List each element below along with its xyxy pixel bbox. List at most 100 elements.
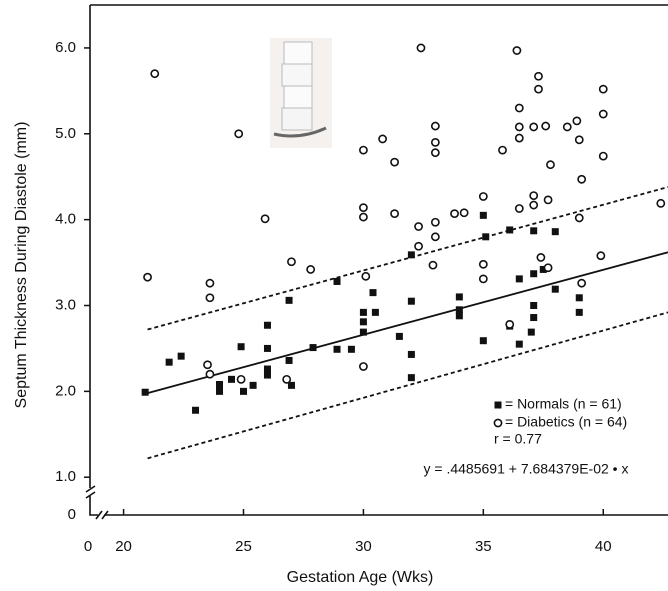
- point: [498, 145, 507, 155]
- point: [216, 380, 224, 388]
- point: [205, 369, 215, 379]
- point: [572, 116, 582, 126]
- annotation: y = .4485691 + 7.684379E-02 • x: [424, 461, 629, 477]
- point: [530, 314, 538, 322]
- point: [478, 259, 488, 269]
- point: [249, 381, 257, 389]
- point: [371, 308, 379, 316]
- x-origin-label: 0: [84, 538, 92, 555]
- point: [574, 213, 584, 223]
- x-tick-label: 25: [235, 538, 252, 555]
- y-tick-label: 3.0: [55, 296, 76, 313]
- point: [205, 293, 215, 303]
- point: [407, 374, 415, 382]
- fit-line: [147, 311, 668, 460]
- point: [577, 278, 587, 288]
- legend-marker: [493, 418, 503, 428]
- point: [203, 360, 212, 370]
- y-tick-label: 2.0: [55, 382, 76, 399]
- point: [506, 226, 514, 234]
- point: [562, 122, 572, 132]
- point: [234, 129, 244, 139]
- point: [236, 374, 246, 384]
- point: [529, 122, 539, 132]
- point: [551, 228, 559, 236]
- point: [414, 222, 423, 231]
- x-tick-label: 40: [595, 538, 612, 555]
- point: [287, 381, 295, 389]
- point: [333, 277, 341, 285]
- y-tick-label: 1.0: [55, 468, 76, 485]
- point: [543, 195, 553, 205]
- y-tick-label: 5.0: [55, 125, 76, 142]
- point: [575, 308, 583, 316]
- point: [656, 198, 666, 208]
- point: [306, 265, 316, 274]
- point: [407, 297, 415, 305]
- point: [534, 71, 543, 81]
- y-tick-label: 4.0: [55, 211, 76, 228]
- point: [263, 344, 271, 352]
- x-tick-label: 20: [115, 538, 132, 555]
- point: [414, 241, 423, 251]
- point: [505, 319, 515, 329]
- point: [514, 103, 524, 113]
- point: [192, 406, 200, 414]
- legend-label: = Diabetics (n = 64): [505, 414, 627, 430]
- point: [514, 122, 524, 132]
- point: [347, 345, 355, 353]
- point: [479, 211, 487, 219]
- point: [263, 321, 271, 329]
- point: [407, 251, 415, 259]
- point: [430, 148, 440, 158]
- point: [428, 260, 438, 270]
- point: [141, 388, 149, 396]
- point: [527, 328, 535, 336]
- point: [455, 312, 463, 320]
- point: [551, 285, 559, 293]
- point: [529, 191, 539, 201]
- point: [205, 278, 215, 288]
- point: [430, 121, 440, 131]
- point: [390, 157, 399, 167]
- legend-marker: [494, 401, 502, 409]
- point: [479, 337, 487, 345]
- point: [478, 192, 488, 201]
- point: [430, 137, 440, 147]
- point: [515, 275, 523, 283]
- point: [482, 233, 490, 241]
- x-tick-label: 30: [355, 538, 372, 555]
- y-origin-label: 0: [68, 506, 76, 523]
- point: [390, 209, 399, 219]
- point: [450, 209, 459, 219]
- point: [378, 134, 387, 144]
- point: [369, 289, 377, 297]
- point: [430, 232, 440, 242]
- point: [598, 109, 608, 119]
- y-axis-title: Septum Thickness During Diastole (mm): [13, 122, 30, 409]
- point: [596, 251, 606, 261]
- point: [534, 84, 543, 94]
- point: [530, 227, 538, 235]
- point: [529, 200, 539, 210]
- fit-line: [147, 251, 668, 394]
- point: [359, 203, 368, 213]
- point: [263, 365, 271, 373]
- x-tick-label: 35: [475, 538, 492, 555]
- point: [359, 318, 367, 326]
- annotation: r = 0.77: [494, 431, 542, 447]
- point: [514, 204, 524, 213]
- point: [514, 133, 524, 143]
- point: [455, 293, 463, 301]
- point: [150, 69, 160, 79]
- point: [541, 121, 551, 131]
- point: [359, 362, 368, 371]
- legend-label: = Normals (n = 61): [505, 396, 622, 412]
- point: [359, 145, 368, 155]
- point: [361, 271, 371, 281]
- point: [543, 263, 553, 273]
- point: [598, 84, 608, 94]
- point: [515, 340, 523, 348]
- point: [282, 374, 292, 384]
